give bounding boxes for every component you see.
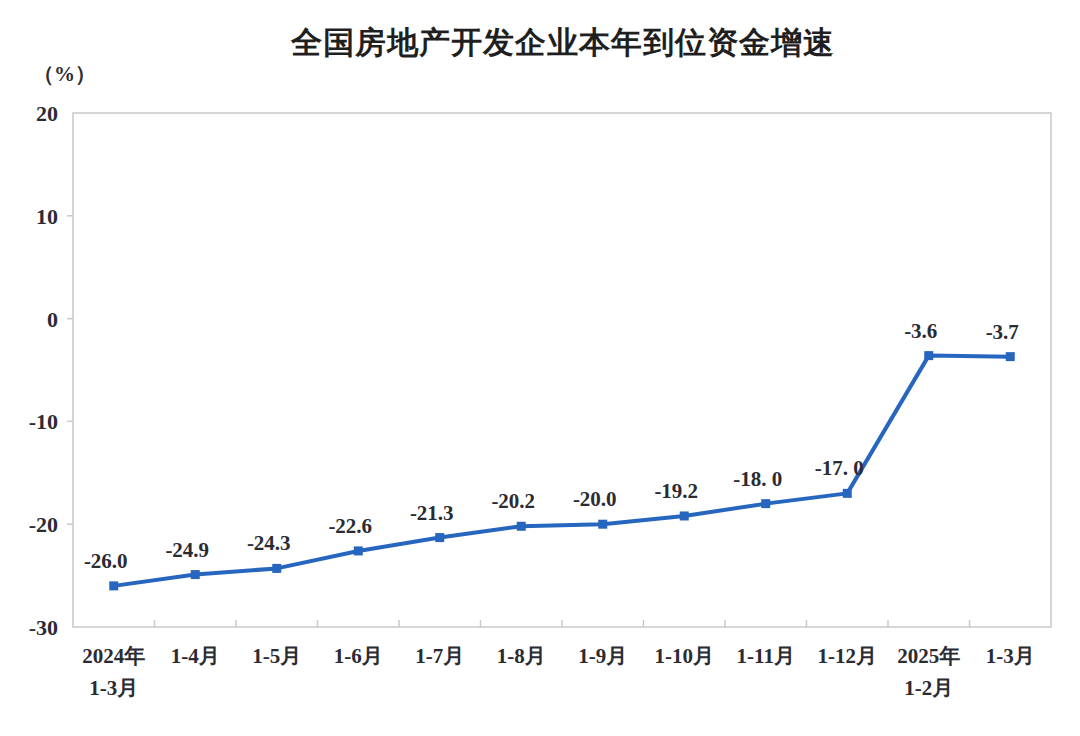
data-point-marker [1006, 352, 1015, 361]
plot-border [73, 113, 1051, 627]
x-axis-category-label: 1-9月 [578, 644, 627, 668]
data-point-label: -3.7 [986, 320, 1019, 344]
chart-page: 全国房地产开发企业本年到位资金增速 （%） 20100-10-20-30-26.… [0, 0, 1080, 736]
x-axis-category-label: 1-12月 [818, 644, 878, 668]
data-point-label: -24.9 [165, 538, 209, 562]
x-axis-category-label: 2024年1-3月 [82, 644, 145, 700]
data-point-marker [924, 351, 933, 360]
x-axis-category-label: 1-11月 [737, 644, 795, 668]
data-point-marker [517, 522, 526, 531]
x-axis-category-label: 2025年1-2月 [897, 644, 960, 700]
data-point-label: -3.6 [904, 319, 937, 343]
data-point-label: -20.0 [573, 487, 617, 511]
data-point-marker [354, 546, 363, 555]
data-point-label: -24.3 [247, 531, 291, 555]
data-point-marker [598, 520, 607, 529]
x-axis-category-label: 1-8月 [497, 644, 546, 668]
x-axis-category-label: 1-4月 [171, 644, 220, 668]
x-axis-category-label: 1-7月 [415, 644, 464, 668]
x-axis-category-label: 1-6月 [334, 644, 383, 668]
data-point-label: -19.2 [654, 479, 698, 503]
y-axis-tick-label: 0 [47, 307, 58, 332]
data-point-marker [435, 533, 444, 542]
data-point-label: -20.2 [491, 489, 535, 513]
x-axis-category-label: 1-3月 [986, 644, 1035, 668]
y-axis-tick-label: 20 [36, 101, 58, 126]
y-axis-tick-label: 10 [36, 204, 58, 229]
data-point-label: -18. 0 [733, 467, 782, 491]
data-point-marker [272, 564, 281, 573]
line-chart: 20 10 0 -10 -20 -30 -26.0 -24.9 -24.3 -22.6 -21.3 -… [0, 0, 1080, 736]
data-point-marker [680, 511, 689, 520]
data-point-label: -22.6 [328, 514, 372, 538]
y-axis-tick-label: -10 [29, 409, 58, 434]
data-point-marker [109, 581, 118, 590]
data-point-label: -26.0 [84, 549, 128, 573]
y-axis-tick-label: -20 [29, 512, 58, 537]
data-point-marker [843, 489, 852, 498]
data-point-label: -17. 0 [815, 456, 864, 480]
y-axis-tick-label: -30 [29, 615, 58, 640]
x-axis-category-label: 1-5月 [252, 644, 301, 668]
x-axis-category-label: 1-10月 [655, 644, 715, 668]
data-point-label: -21.3 [410, 501, 454, 525]
data-point-marker [761, 499, 770, 508]
data-point-marker [191, 570, 200, 579]
